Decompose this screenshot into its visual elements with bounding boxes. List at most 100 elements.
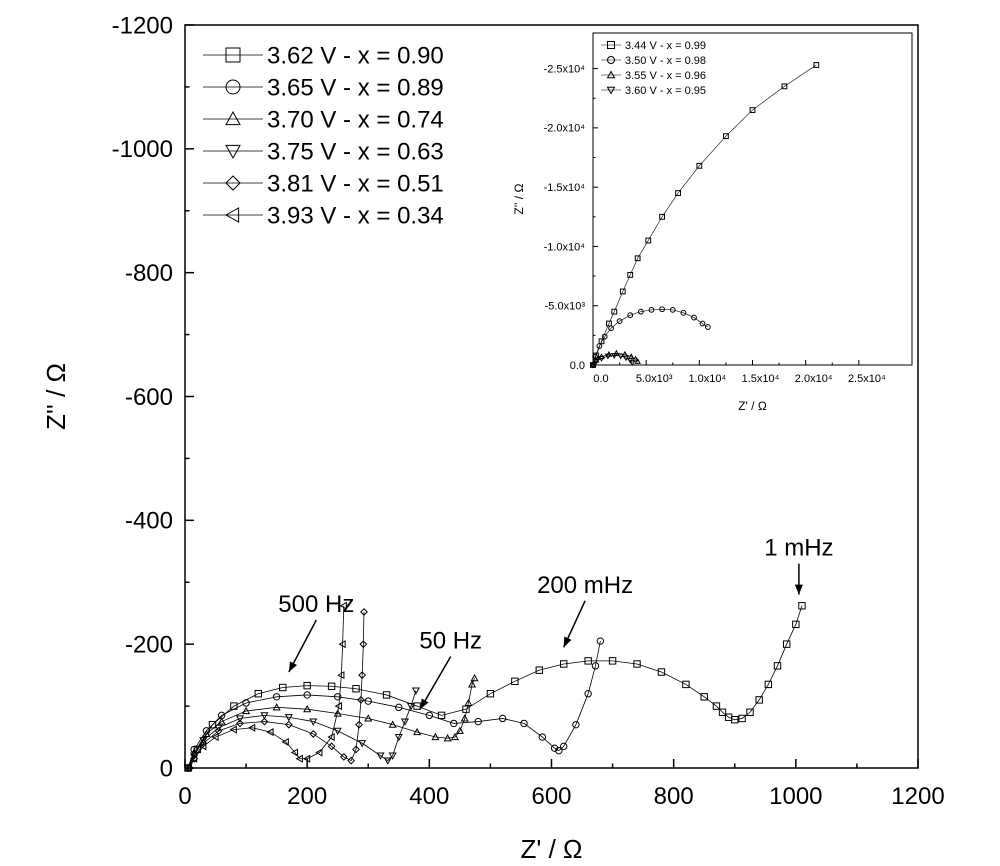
series-line <box>187 690 417 769</box>
data-point <box>272 703 281 711</box>
data-point <box>538 733 547 741</box>
data-point <box>591 662 600 670</box>
series-2 <box>184 637 605 772</box>
inset-data-point <box>598 356 605 362</box>
data-point <box>450 732 460 741</box>
data-point <box>266 728 274 737</box>
data-point <box>450 719 458 728</box>
inset-data-point <box>627 312 634 319</box>
inset-data-point <box>611 308 618 315</box>
inset-x-tick-label: 2.5x10⁴ <box>848 373 886 385</box>
inset-background <box>590 30 912 365</box>
inset-data-point <box>813 62 820 68</box>
inset-y-tick-label: -2.5x10⁴ <box>544 63 586 75</box>
main-plot: 0 200 400 600 800 1000 1200 0 -200 -400 -600 -800 -1… <box>41 12 945 864</box>
legend-label: 3.65 V - x = 0.89 <box>267 74 444 101</box>
legend-label: 3.93 V - x = 0.34 <box>267 202 444 229</box>
inset-series-line <box>592 308 709 366</box>
data-point <box>395 703 403 712</box>
inset-legend-marker <box>607 56 615 64</box>
annotation-label: 500 Hz <box>278 591 354 618</box>
inset-legend-label: 3.55 V - x = 0.96 <box>625 70 706 82</box>
data-point <box>437 711 446 720</box>
inset-data-point <box>704 324 711 330</box>
inset-data-point <box>648 306 655 313</box>
legend-marker <box>224 207 240 223</box>
data-point <box>211 732 219 742</box>
y-tick-label: -800 <box>125 260 173 287</box>
annotation-label: 200 mHz <box>537 572 633 599</box>
data-point <box>333 709 342 717</box>
data-point <box>347 756 356 765</box>
data-point <box>302 754 311 763</box>
inset-data-point <box>629 360 636 367</box>
inset-legend-marker <box>607 41 615 49</box>
inset-legend: 3.44 V - x = 0.99 3.50 V - x = 0.98 3.55 V… <box>601 40 706 97</box>
series-line <box>187 678 475 769</box>
data-point <box>357 695 365 704</box>
inset-legend-marker <box>606 70 616 79</box>
data-point <box>584 690 592 698</box>
inset-data-point <box>723 133 729 140</box>
data-point <box>337 671 345 680</box>
data-point <box>608 657 617 665</box>
data-point <box>535 666 543 674</box>
data-point <box>183 763 192 773</box>
data-point <box>217 717 226 725</box>
x-tick-label: 600 <box>531 783 571 810</box>
annotation-arrow <box>419 656 452 710</box>
data-point <box>327 742 336 751</box>
inset-data-point <box>645 237 652 244</box>
data-point <box>584 657 592 665</box>
data-point <box>334 693 342 701</box>
data-point <box>572 720 580 729</box>
inset-data-point <box>601 333 608 340</box>
annotation-arrowhead <box>794 584 803 595</box>
data-point <box>327 682 336 690</box>
x-tick-label: 200 <box>287 783 327 810</box>
x-tick-label: 800 <box>654 783 694 810</box>
data-point <box>376 752 385 760</box>
inset-legend-label: 3.44 V - x = 0.99 <box>625 40 706 52</box>
data-point <box>338 640 346 649</box>
inset-legend-label: 3.50 V - x = 0.98 <box>625 55 706 67</box>
series-4 <box>184 687 420 773</box>
data-point <box>550 744 559 752</box>
inset-data-point <box>617 353 624 360</box>
data-point <box>738 714 746 723</box>
legend: 3.62 V - x = 0.90 3.65 V - x = 0.89 3.70 V… <box>203 42 444 229</box>
data-point <box>303 681 311 690</box>
inset-legend-label: 3.60 V - x = 0.95 <box>625 85 706 97</box>
data-point <box>327 732 335 742</box>
series-5 <box>185 608 368 772</box>
data-point <box>315 748 323 757</box>
x-tick-label: 400 <box>409 783 449 810</box>
data-point <box>309 718 318 726</box>
data-point <box>382 691 391 699</box>
inset-data-point <box>659 213 666 220</box>
data-point <box>202 729 211 738</box>
data-point <box>464 698 473 707</box>
inset-y-tick-label: -5.0x10³ <box>545 301 586 313</box>
data-point <box>498 714 507 723</box>
data-point <box>189 754 198 763</box>
inset-x-tick-label: 0.0 <box>593 373 608 385</box>
inset-data-point <box>675 190 681 196</box>
legend-marker <box>225 79 241 95</box>
inset-data-point <box>632 355 639 362</box>
data-point <box>334 702 342 711</box>
data-point <box>303 691 311 699</box>
legend-marker <box>225 144 241 160</box>
data-point <box>295 754 303 763</box>
data-point <box>279 683 287 692</box>
data-point <box>520 719 528 728</box>
data-point <box>798 602 806 610</box>
data-point <box>352 745 360 754</box>
inset-y-tick-label: -2.0x10⁴ <box>544 123 586 135</box>
y-tick-label: 0 <box>160 755 173 782</box>
inset-series-line <box>592 64 817 366</box>
inset-x-axis-label: Z' / Ω <box>738 399 767 413</box>
data-point <box>388 720 397 728</box>
series-line <box>187 605 345 769</box>
